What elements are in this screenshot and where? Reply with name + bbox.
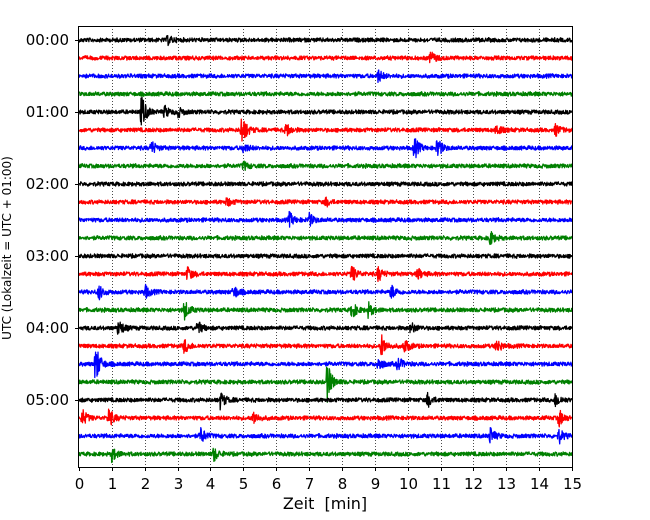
plot-frame xyxy=(78,26,573,468)
trace-line xyxy=(78,35,573,47)
trace-line xyxy=(78,321,573,335)
x-tick-label: 1 xyxy=(108,475,118,493)
trace-line xyxy=(78,91,573,97)
trace-line xyxy=(78,69,573,83)
trace-line xyxy=(78,427,573,445)
trace-line xyxy=(78,366,573,403)
x-tick-label: 14 xyxy=(530,475,549,493)
trace-line xyxy=(78,51,573,64)
x-axis-ticks: 0 1 2 3 4 5 6 7 8 9 10 11 12 13 14 15 xyxy=(75,467,582,493)
trace-line xyxy=(78,118,573,142)
y-axis-title: UTC (Lokalzeit = UTC + 01:00) xyxy=(0,156,14,340)
x-tick-label: 7 xyxy=(305,475,315,493)
y-tick-label: 00:00 xyxy=(26,31,69,49)
trace-line xyxy=(78,253,573,259)
y-axis-ticks: 00:00 01:00 02:00 03:00 04:00 05:00 xyxy=(26,31,79,409)
x-tick-label: 8 xyxy=(338,475,348,493)
x-tick-label: 15 xyxy=(563,475,582,493)
trace-line xyxy=(78,138,573,159)
trace-line xyxy=(78,391,573,411)
x-tick-label: 0 xyxy=(75,475,85,493)
trace-line xyxy=(78,196,573,208)
trace-line xyxy=(78,181,573,187)
trace-line xyxy=(78,283,573,301)
x-tick-label: 6 xyxy=(272,475,282,493)
x-tick-label: 4 xyxy=(206,475,216,493)
y-tick-label: 03:00 xyxy=(26,247,69,265)
x-axis-title: Zeit [min] xyxy=(283,494,367,513)
x-tick-label: 10 xyxy=(399,475,418,493)
trace-line xyxy=(78,334,573,356)
trace-line xyxy=(78,160,573,171)
trace-line xyxy=(78,351,573,379)
x-tick-label: 9 xyxy=(371,475,381,493)
x-tick-label: 11 xyxy=(432,475,451,493)
y-tick-label: 02:00 xyxy=(26,175,69,193)
seismic-traces xyxy=(78,35,573,464)
x-tick-label: 12 xyxy=(464,475,483,493)
trace-line xyxy=(78,447,573,464)
trace-line xyxy=(78,96,573,126)
trace-line xyxy=(78,231,573,246)
x-tick-label: 13 xyxy=(497,475,516,493)
trace-line xyxy=(78,408,573,428)
x-tick-label: 5 xyxy=(239,475,249,493)
y-tick-label: 05:00 xyxy=(26,391,69,409)
trace-line xyxy=(78,301,573,321)
x-tick-label: 2 xyxy=(141,475,151,493)
trace-line xyxy=(78,265,573,283)
x-tick-label: 3 xyxy=(174,475,184,493)
y-tick-label: 01:00 xyxy=(26,103,69,121)
trace-line xyxy=(78,210,573,228)
y-tick-label: 04:00 xyxy=(26,319,69,337)
